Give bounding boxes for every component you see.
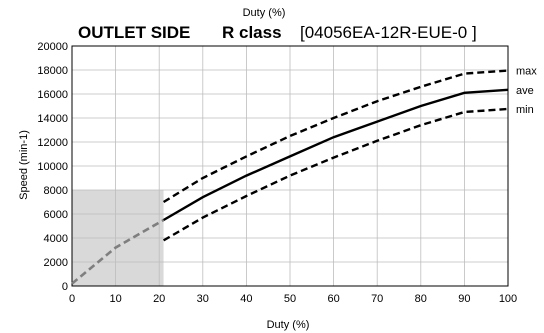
y-tick-label: 0	[62, 281, 68, 293]
x-tick-label: 10	[109, 293, 121, 305]
plot-area: 0 10 20 30 40 50 60 70 80 90 100 0 2000 4000 6000 8000 1…	[37, 41, 537, 305]
x-tick-label: 90	[458, 293, 470, 305]
x-tick-label: 30	[197, 293, 209, 305]
chart-title-model: [04056EA-12R-EUE-0 ]	[300, 23, 477, 42]
y-tick-label: 10000	[37, 161, 68, 173]
series-line-min	[162, 107, 509, 242]
x-tick-label: 70	[371, 293, 383, 305]
y-tick-label: 20000	[37, 41, 68, 53]
y-tick-label: 6000	[44, 209, 68, 221]
series-label-ave: ave	[516, 85, 534, 97]
y-axis-label: Speed (min-1)	[18, 130, 30, 200]
y-tick-label: 2000	[44, 257, 68, 269]
y-tick-label: 16000	[37, 89, 68, 101]
x-tick-label: 40	[240, 293, 252, 305]
x-tick-label: 20	[153, 293, 165, 305]
y-tick-label: 14000	[37, 113, 68, 125]
x-tick-label: 50	[284, 293, 296, 305]
y-tick-label: 12000	[37, 137, 68, 149]
series-label-max: max	[516, 66, 537, 78]
top-axis-label: Duty (%)	[243, 7, 286, 19]
series-line-ave	[162, 88, 509, 222]
low-duty-series-line	[71, 218, 165, 285]
chart-title-class: R class	[222, 23, 282, 42]
x-axis-label: Duty (%)	[267, 319, 310, 331]
y-tick-label: 4000	[44, 233, 68, 245]
series-label-min: min	[516, 104, 534, 116]
x-tick-label: 100	[499, 293, 517, 305]
x-tick-label: 0	[69, 293, 75, 305]
x-tick-label: 80	[415, 293, 427, 305]
x-tick-label: 60	[327, 293, 339, 305]
y-tick-label: 8000	[44, 185, 68, 197]
plot-border	[71, 45, 509, 287]
chart-title-side: OUTLET SIDE	[78, 23, 190, 42]
series-line-max	[162, 69, 509, 204]
y-tick-label: 18000	[37, 65, 68, 77]
